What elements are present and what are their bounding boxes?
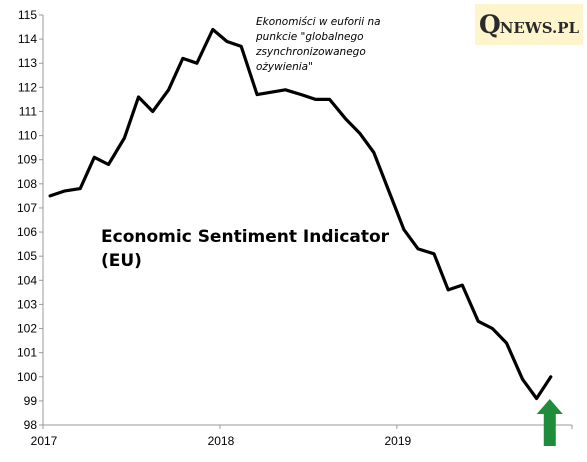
series-group [48,27,553,401]
y-tick-label: 98 [24,418,38,432]
x-tick-label: 2017 [31,434,58,448]
x-tick-label: 2018 [208,434,235,448]
tick-labels: 98 99 100 101 102 103 104 105 106 107 108 109 110 111… [17,8,412,448]
y-tick-label: 99 [24,394,38,408]
y-tick-label: 101 [17,346,37,360]
chart-title: Economic Sentiment Indicator (EU) [101,225,389,273]
y-tick-label: 104 [17,273,37,287]
logo-q: Q [478,10,501,39]
y-tick-label: 108 [17,177,37,191]
y-tick-label: 102 [17,322,37,336]
x-tick-label: 2019 [384,434,411,448]
annotation-text: Ekonomiści w euforii na punkcie "globaln… [256,15,416,75]
y-tick-label: 115 [18,8,37,22]
y-tick-label: 103 [17,297,37,311]
annotation-line-1: Ekonomiści w euforii na [256,16,381,28]
y-tick-label: 112 [18,80,37,94]
y-tick-label: 114 [18,32,37,46]
y-tick-label: 106 [17,225,37,239]
qnews-logo: Q NEWS.PL [475,4,583,45]
series-line [48,27,553,401]
axes [39,14,573,429]
y-tick-label: 105 [17,249,37,263]
y-tick-label: 111 [19,104,38,118]
y-tick-label: 109 [17,153,37,167]
y-tick-label: 110 [18,129,37,143]
annotation-line-3: zsynchronizowanego [256,46,366,58]
logo-text: NEWS.PL [499,18,580,37]
chart-title-line-1: Economic Sentiment Indicator [101,227,390,247]
chart-title-line-2: (EU) [101,251,142,271]
y-tick-label: 113 [18,56,37,70]
annotation-line-2: punkcie "globalnego [256,31,364,43]
up-arrow-icon [536,399,563,446]
y-tick-label: 100 [17,370,37,384]
annotation-line-4: ożywienia" [256,61,313,73]
y-tick-label: 107 [17,201,37,215]
up-arrow-shape [536,399,563,446]
